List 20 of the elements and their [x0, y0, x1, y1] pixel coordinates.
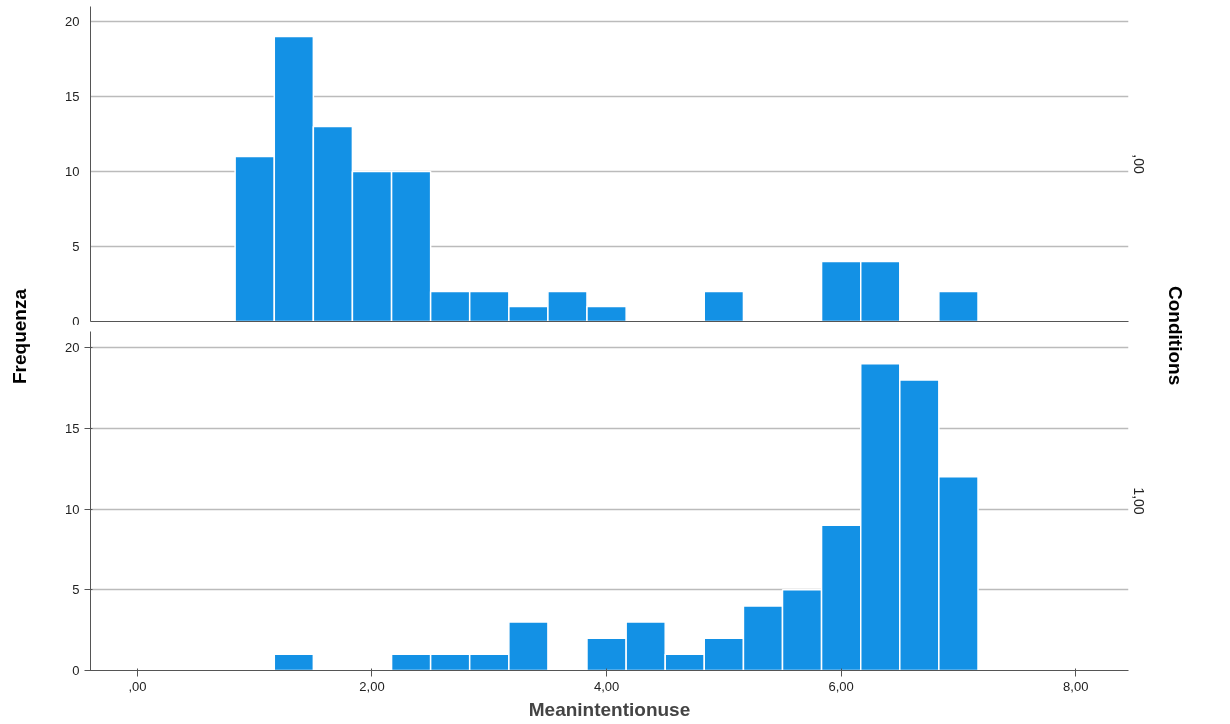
x-tick-label: 6,00 — [828, 678, 854, 694]
y-tick-label: 5 — [72, 582, 80, 598]
y-tick-label: 20 — [65, 14, 80, 29]
text: 1,00 — [1130, 487, 1147, 515]
y-tick-label: 10 — [65, 164, 80, 179]
y-tick-label: 20 — [65, 340, 80, 356]
y-tick-label: 15 — [65, 89, 80, 104]
x-tick-label: ,00 — [128, 678, 147, 694]
y-tick-label: 5 — [72, 239, 80, 254]
x-tick-label: 8,00 — [1063, 678, 1089, 694]
x-axis-title: Meanintentionuse — [528, 698, 691, 720]
y-tick-label: 0 — [72, 313, 80, 329]
y2-axis-title: Conditions — [1163, 286, 1187, 386]
x-tick-label: 4,00 — [593, 678, 620, 694]
y-tick-label: 15 — [65, 420, 80, 436]
y-axis-title: Frequenza — [8, 288, 32, 384]
y-tick-label: 10 — [65, 501, 80, 517]
y-tick-label: 0 — [72, 663, 80, 678]
text: ,00 — [1130, 154, 1147, 174]
x-tick-label: 2,00 — [359, 678, 385, 694]
